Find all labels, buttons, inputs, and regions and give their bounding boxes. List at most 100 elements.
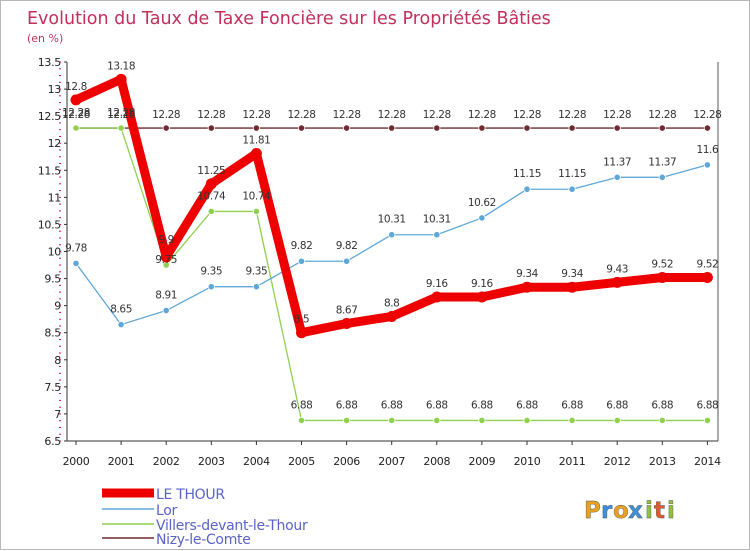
data-point: [658, 173, 666, 181]
data-point: [252, 207, 260, 216]
data-point: [117, 124, 125, 132]
data-point: [207, 124, 215, 132]
data-point: [476, 291, 488, 303]
data-point: [613, 124, 621, 132]
data-label: 13.18: [107, 60, 135, 72]
data-point: [72, 259, 80, 268]
data-point: [386, 310, 398, 322]
logo-letter: o: [613, 498, 629, 524]
data-point: [523, 185, 531, 193]
data-label: 9.82: [336, 240, 358, 252]
data-point: [703, 416, 712, 425]
data-label: 12.28: [287, 109, 315, 121]
chart-subtitle: (en %): [27, 32, 63, 45]
data-point: [703, 161, 712, 169]
data-label: 6.88: [561, 399, 583, 411]
data-point: [205, 178, 217, 190]
data-label: 9.9: [158, 234, 174, 246]
data-point: [341, 318, 353, 330]
y-tick-label: 7.5: [44, 381, 61, 394]
x-tick-label: 2011: [559, 455, 586, 468]
data-point: [297, 416, 306, 425]
data-point: [431, 291, 443, 303]
data-label: 9.34: [561, 268, 583, 280]
legend-label: LE THOUR: [156, 487, 225, 503]
data-point: [701, 271, 713, 283]
data-point: [433, 124, 441, 132]
data-point: [613, 416, 621, 425]
data-label: 12.28: [333, 109, 361, 121]
x-tick-label: 2007: [378, 455, 405, 468]
data-point: [297, 124, 306, 132]
y-tick-label: 13: [48, 83, 62, 96]
legend-label: Nizy-le-Comte: [156, 532, 251, 548]
data-point: [250, 148, 262, 160]
data-label: 11.37: [603, 156, 631, 168]
data-point: [70, 94, 82, 106]
data-label: 12.28: [558, 109, 586, 121]
data-labels: 12.8 13.18 9.9 11.25 11.81 8.5 8.67 8.8 9.16 9.16…: [62, 60, 722, 411]
data-point: [252, 124, 260, 132]
data-point: [613, 173, 621, 181]
y-tick-label: 10.5: [38, 218, 62, 231]
data-label: 8.65: [110, 304, 132, 316]
x-tick-label: 2000: [63, 455, 90, 468]
data-label: 12.28: [107, 109, 135, 121]
data-label: 12.28: [648, 109, 676, 121]
data-point: [478, 214, 486, 222]
y-tick-label: 11: [48, 191, 61, 204]
data-point: [342, 416, 351, 425]
y-tick-label: 13.5: [38, 56, 62, 69]
data-point: [160, 251, 172, 263]
data-label: 8.91: [155, 290, 177, 302]
data-point: [611, 276, 623, 288]
data-label: 12.28: [62, 109, 90, 121]
legend-label: Lor: [156, 503, 178, 519]
data-point: [566, 281, 578, 293]
data-label: 8.5: [294, 314, 310, 326]
x-tick-label: 2013: [649, 455, 676, 468]
data-point: [388, 231, 396, 239]
data-point: [162, 124, 170, 132]
data-point: [342, 124, 351, 132]
data-point: [115, 73, 127, 85]
data-label: 10.31: [378, 214, 406, 226]
data-label: 10.74: [242, 190, 271, 202]
data-point: [568, 185, 576, 193]
data-point: [296, 327, 307, 339]
data-point: [388, 124, 396, 132]
axes: 6.5 7 7.5 8 8.5 9 9.5 10 10.5 11 11.5 12 12.5 13 13.5 2…: [38, 56, 722, 468]
x-tick-label: 2003: [198, 455, 225, 468]
data-label: 11.15: [513, 168, 541, 180]
data-label: 9.75: [155, 254, 177, 266]
chart-title: Evolution du Taux de Taxe Foncière sur l…: [27, 9, 551, 29]
logo-letter: P: [584, 498, 601, 524]
data-point: [117, 320, 125, 329]
data-label: 12.28: [242, 109, 270, 121]
y-tick-label: 9.5: [44, 273, 61, 286]
data-label: 6.88: [606, 399, 628, 411]
data-label: 6.88: [516, 399, 538, 411]
data-point: [433, 416, 441, 425]
data-label: 9.78: [65, 242, 87, 254]
x-tick-label: 2012: [604, 455, 631, 468]
data-point: [207, 283, 215, 291]
logo-letter: i: [667, 498, 675, 524]
data-label: 6.88: [381, 399, 403, 411]
data-point: [72, 124, 80, 132]
data-label: 6.88: [697, 399, 719, 411]
data-label: 11.6: [697, 144, 719, 156]
data-label: 12.28: [693, 109, 721, 121]
data-point: [658, 416, 666, 425]
data-label: 12.28: [468, 109, 496, 121]
x-tick-label: 2006: [333, 455, 360, 468]
data-point: [523, 124, 531, 132]
data-label: 12.8: [65, 81, 87, 93]
data-label: 6.88: [651, 399, 673, 411]
x-tick-label: 2002: [153, 455, 180, 468]
data-point: [342, 257, 351, 265]
y-tick-label: 8.5: [44, 327, 61, 340]
data-label: 11.15: [558, 168, 586, 180]
